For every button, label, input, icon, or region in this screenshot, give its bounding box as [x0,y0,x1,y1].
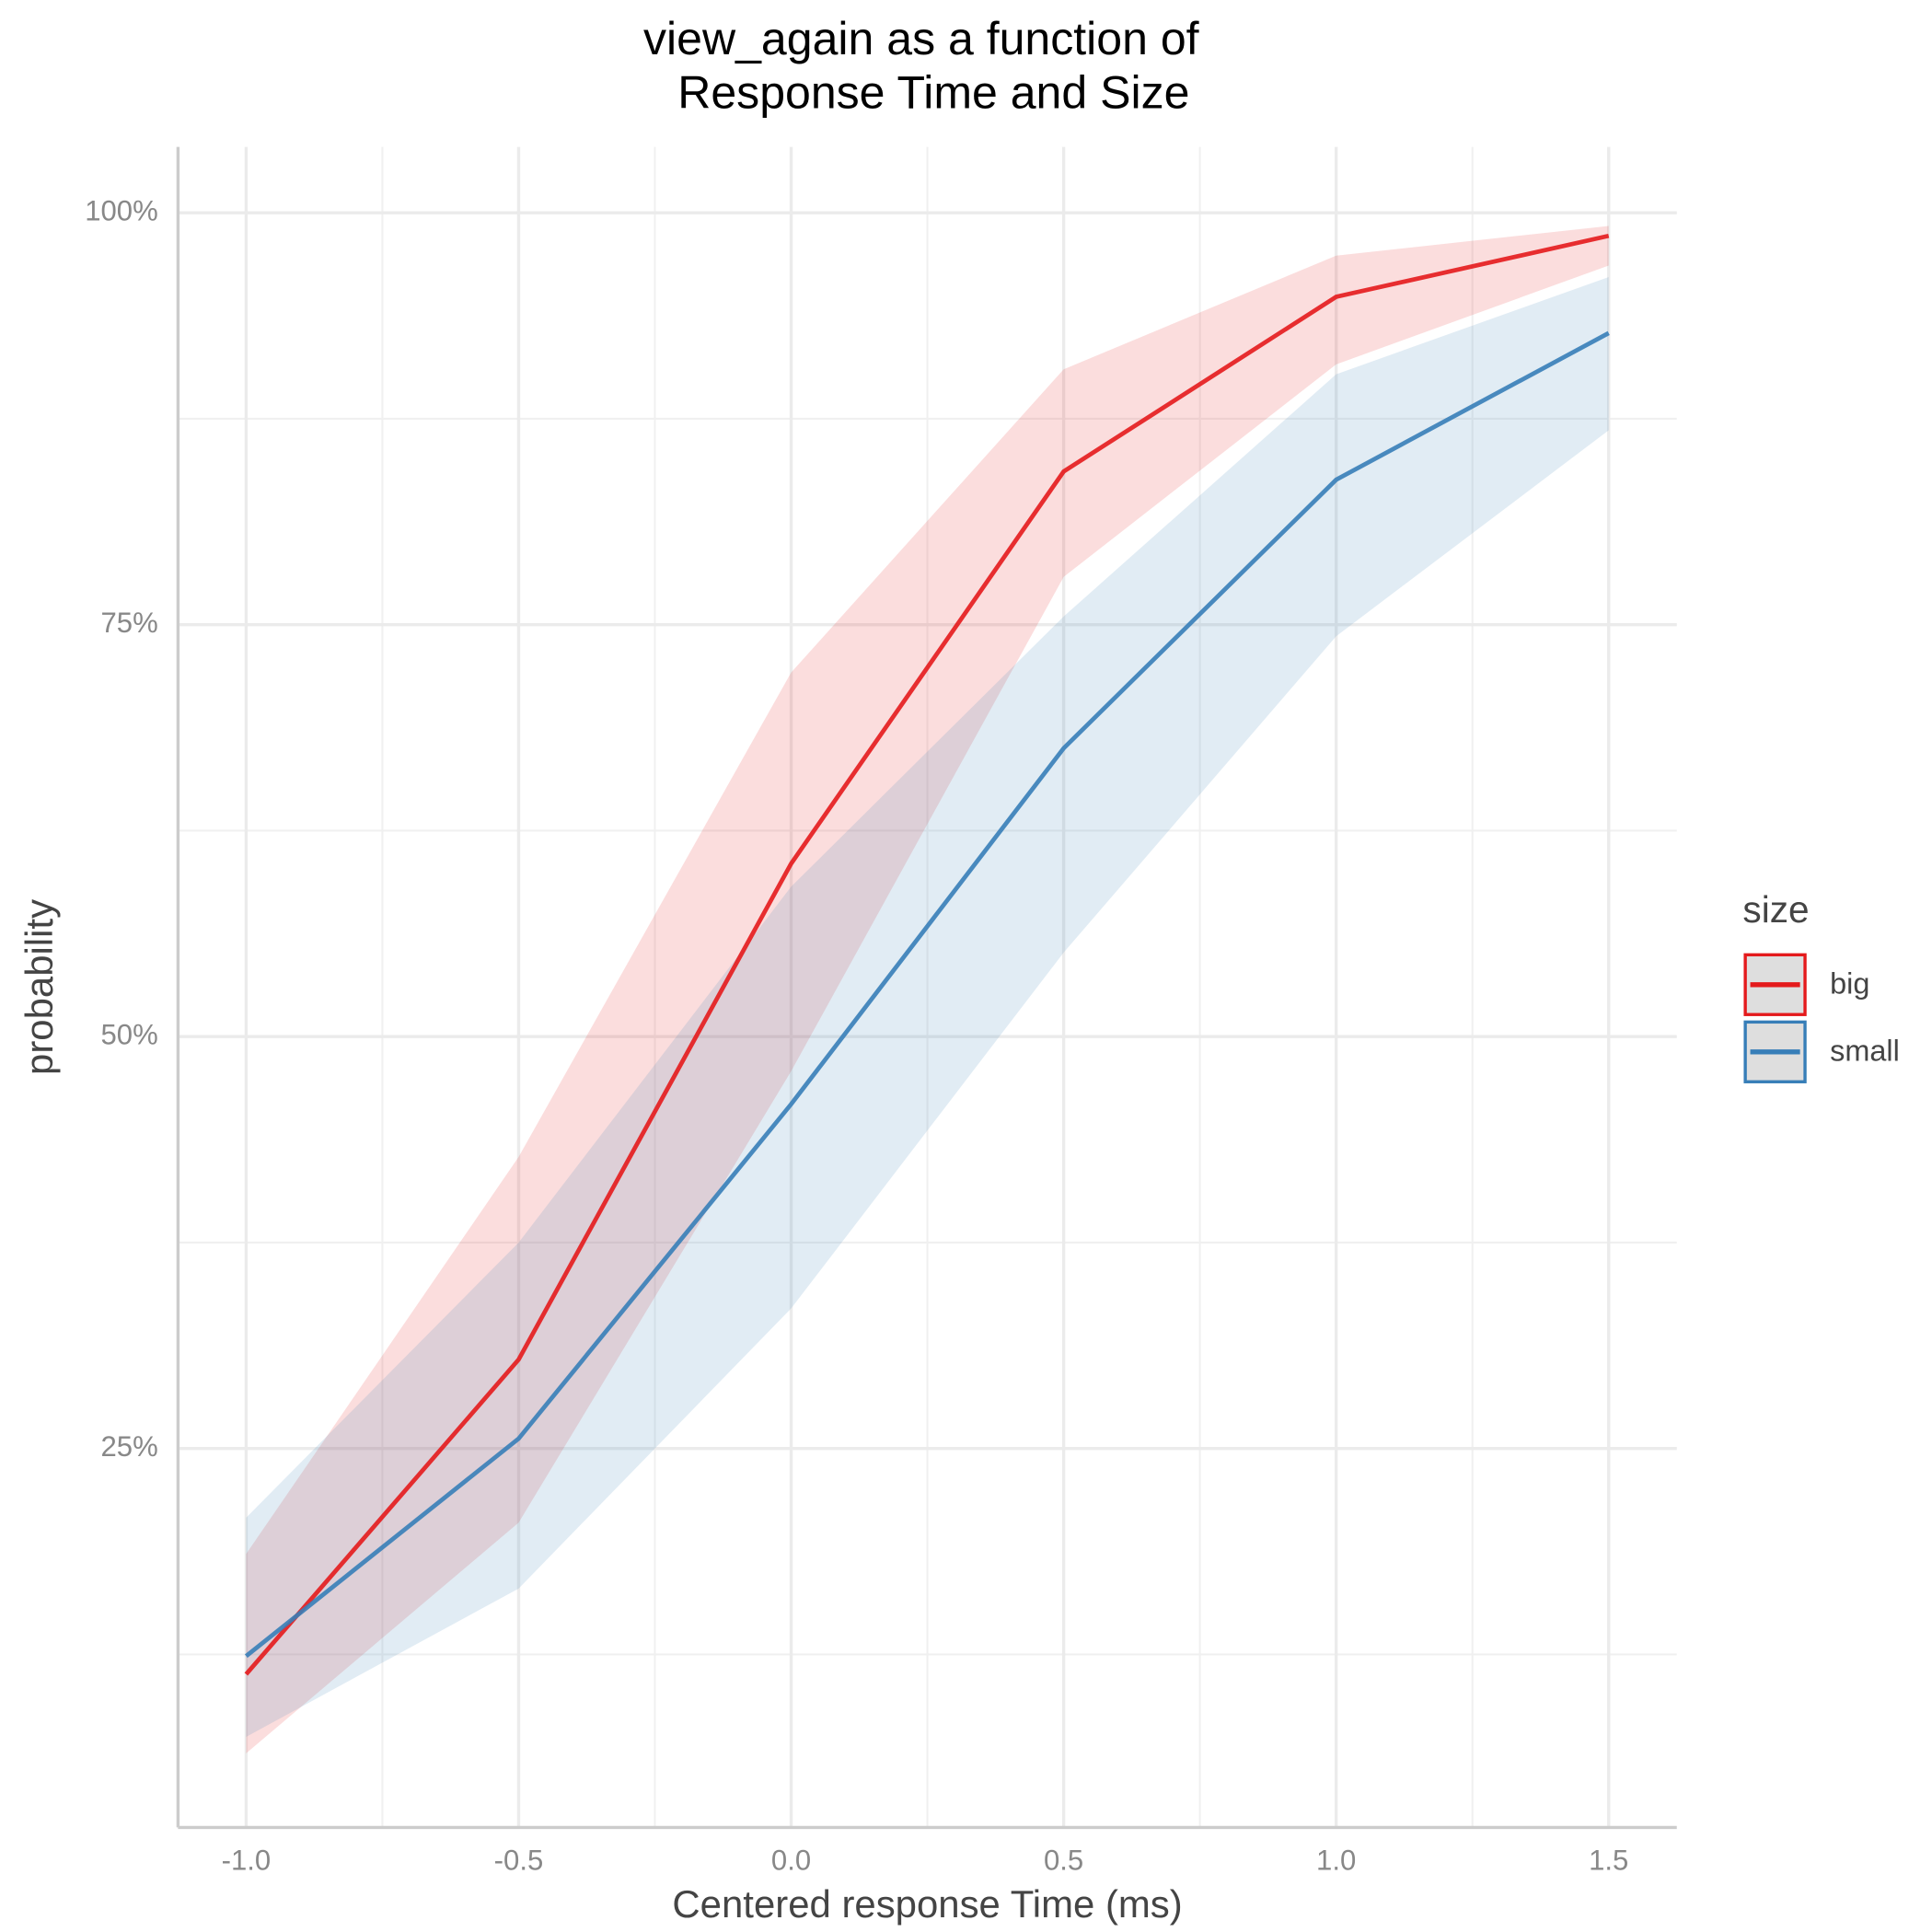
legend-label: small [1830,1035,1900,1068]
y-tick-label: 75% [101,607,158,639]
x-tick-label: 0.0 [771,1844,811,1876]
y-tick-label: 25% [101,1430,158,1463]
x-axis-label: Centered response Time (ms) [672,1882,1182,1926]
legend-title: size [1742,888,1809,931]
confidence-band [246,226,1609,1753]
x-tick-label: -0.5 [494,1844,544,1876]
line [244,233,1610,1676]
line [244,330,1610,1659]
legend-label: big [1830,967,1869,1001]
x-tick-label: -1.0 [222,1844,272,1876]
confidence-band [246,276,1609,1737]
x-tick-label: 0.5 [1044,1844,1083,1876]
y-tick-label: 50% [101,1018,158,1050]
chart-title: Response Time and Size [677,66,1189,118]
chart-title: view_again as a function of [643,13,1199,64]
x-tick-label: 1.5 [1589,1844,1628,1876]
x-tick-label: 1.0 [1316,1844,1356,1876]
y-axis-label: probability [17,899,61,1075]
y-tick-label: 100% [85,194,158,226]
